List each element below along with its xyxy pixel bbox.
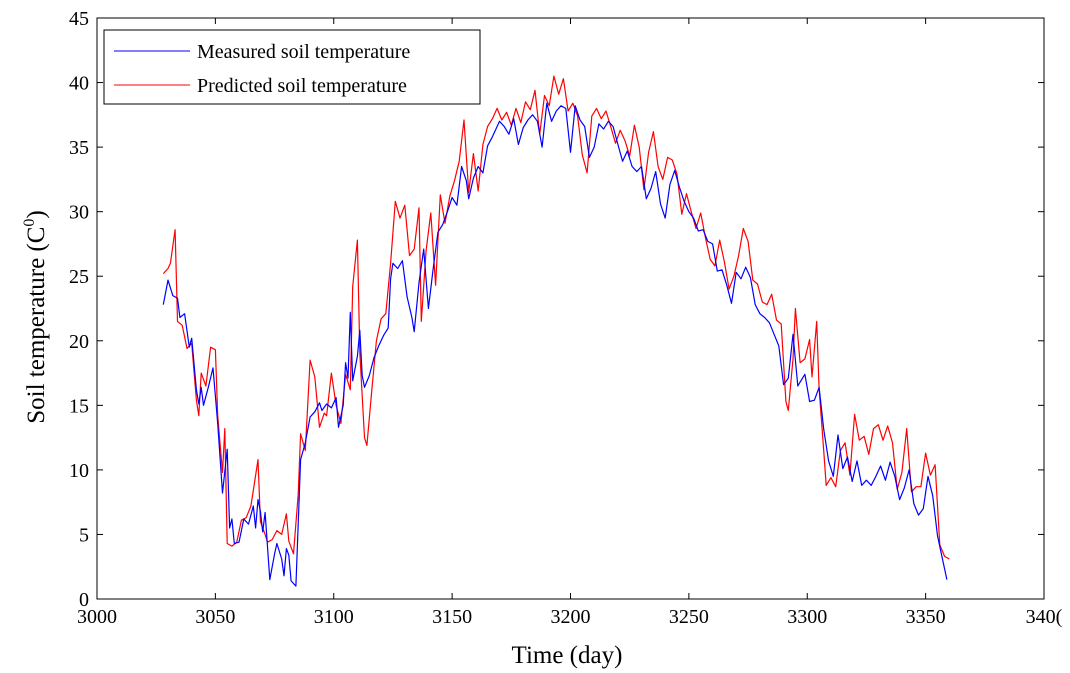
x-tick-label: 3000 bbox=[77, 606, 117, 628]
legend-label-measured: Measured soil temperature bbox=[197, 41, 410, 63]
x-tick-label: 3300 bbox=[787, 606, 827, 628]
y-tick-label: 25 bbox=[69, 266, 89, 288]
x-axis-tick-labels: 3000 3050 3100 3150 3200 3250 3300 3350 340( bbox=[77, 606, 1063, 628]
x-tick-label: 340( bbox=[1026, 606, 1063, 628]
y-axis-title-superscript: 0 bbox=[21, 219, 38, 227]
y-tick-label: 40 bbox=[69, 73, 89, 95]
y-axis-tick-labels: 0 5 10 15 20 25 30 35 40 45 bbox=[69, 8, 89, 611]
y-tick-label: 5 bbox=[79, 524, 89, 546]
x-tick-label: 3100 bbox=[314, 606, 354, 628]
series-line-predicted bbox=[162, 75, 950, 560]
y-tick-label: 20 bbox=[69, 331, 89, 353]
x-tick-label: 3250 bbox=[669, 606, 709, 628]
series-line-measured bbox=[162, 102, 948, 587]
y-axis-title-main: Soil temperature (C bbox=[23, 227, 50, 424]
y-axis-title-suffix: ) bbox=[23, 210, 50, 218]
legend: Measured soil temperature Predicted soil… bbox=[103, 29, 481, 105]
legend-box bbox=[103, 29, 481, 105]
series-lines bbox=[162, 75, 950, 587]
x-tick-label: 3050 bbox=[195, 606, 235, 628]
y-tick-label: 45 bbox=[69, 8, 89, 30]
y-tick-label: 0 bbox=[79, 589, 89, 611]
legend-label-predicted: Predicted soil temperature bbox=[197, 75, 407, 97]
x-axis-title: Time (day) bbox=[512, 642, 623, 669]
y-tick-label: 10 bbox=[69, 460, 89, 482]
y-tick-label: 30 bbox=[69, 202, 89, 224]
y-tick-label: 15 bbox=[69, 395, 89, 417]
x-tick-label: 3150 bbox=[432, 606, 472, 628]
axis-ticks bbox=[96, 17, 1045, 600]
y-tick-label: 35 bbox=[69, 137, 89, 159]
y-axis-title: Soil temperature (C0) bbox=[21, 210, 50, 424]
x-tick-label: 3200 bbox=[551, 606, 591, 628]
x-tick-label: 3350 bbox=[906, 606, 946, 628]
